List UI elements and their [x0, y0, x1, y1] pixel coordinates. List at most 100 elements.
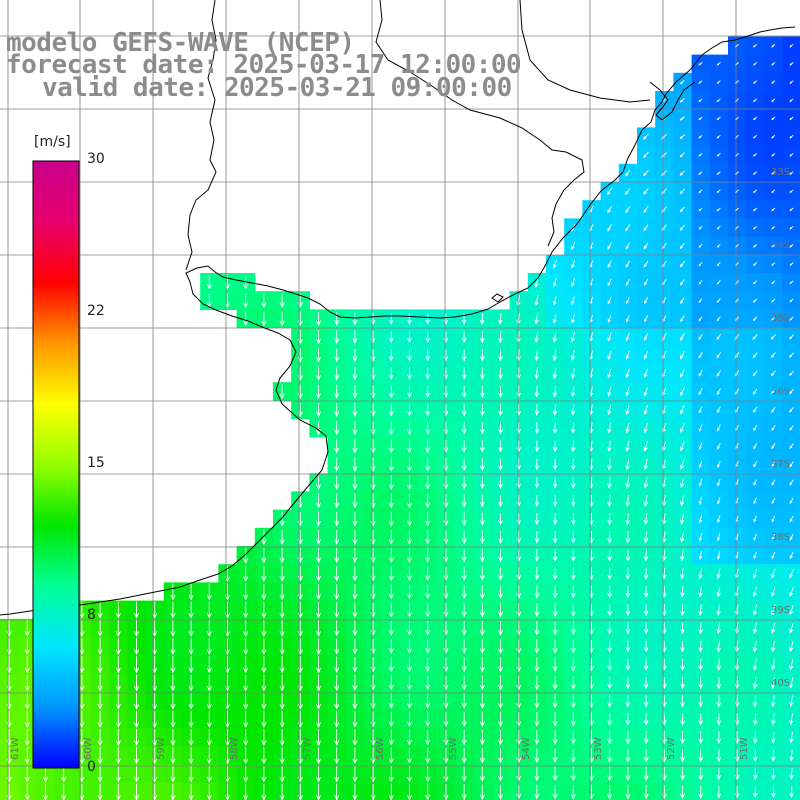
wind-arrow [643, 206, 649, 214]
wind-arrow [716, 298, 721, 303]
wind-arrow [625, 549, 631, 562]
wind-arrow [789, 207, 794, 212]
wind-arrow [643, 767, 649, 782]
wind-arrow [97, 656, 103, 674]
wind-arrow [607, 278, 612, 287]
wind-arrow [752, 658, 758, 671]
wind-arrow [771, 406, 776, 413]
wind-arrow [789, 479, 794, 486]
colorbar-tick-22: 22 [87, 303, 105, 319]
wind-arrow [679, 731, 686, 745]
wind-arrow [479, 711, 485, 728]
wind-arrow [789, 134, 794, 139]
wind-arrow [770, 731, 776, 744]
wind-arrow [243, 674, 249, 692]
wind-arrow [679, 767, 686, 781]
wind-arrow [752, 316, 758, 322]
wind-arrow [643, 513, 649, 526]
wind-arrow [443, 784, 449, 800]
longitude-label: 61W [10, 737, 21, 760]
wind-arrow [770, 713, 776, 726]
wind-arrow [789, 62, 794, 66]
wind-arrow [388, 511, 394, 527]
wind-arrow [552, 748, 558, 764]
wind-arrow [680, 297, 685, 304]
wind-arrow [679, 97, 685, 103]
wind-arrow [770, 604, 776, 616]
wind-arrow [716, 497, 721, 505]
wind-arrow [607, 676, 613, 690]
wind-arrow [406, 403, 413, 417]
wind-arrow [789, 244, 794, 248]
wind-arrow [334, 384, 340, 399]
wind-arrow [643, 604, 649, 617]
wind-arrow [315, 620, 322, 637]
wind-arrow [461, 385, 467, 399]
title-forecast-date: forecast date: 2025-03-17 12:00:00 [6, 50, 522, 80]
wind-arrow [498, 403, 503, 417]
wind-arrow [753, 134, 758, 139]
wind-arrow [771, 568, 776, 579]
wind-arrow [334, 475, 340, 491]
wind-arrow [698, 676, 704, 690]
wind-arrow [425, 729, 431, 746]
wind-arrow [79, 692, 85, 710]
wind-arrow [607, 458, 612, 471]
wind-arrow [479, 313, 485, 325]
wind-arrow [334, 765, 340, 783]
wind-arrow [315, 692, 322, 710]
wind-arrow [698, 442, 703, 451]
wind-arrow [698, 225, 703, 230]
wind-arrow [79, 710, 85, 728]
wind-arrow [607, 531, 613, 544]
wind-arrow [170, 710, 176, 728]
wind-arrow [771, 62, 776, 66]
wind-arrow [643, 731, 649, 745]
wind-arrow [753, 406, 758, 413]
wind-arrow [315, 493, 322, 509]
wind-arrow [334, 674, 340, 692]
wind-arrow [443, 530, 449, 545]
wind-arrow [753, 189, 758, 194]
wind-arrow [570, 657, 576, 672]
wind-arrow [79, 765, 85, 783]
wind-arrow [461, 729, 467, 746]
wind-arrow [334, 548, 340, 564]
wind-arrow [771, 225, 776, 230]
wind-arrow [679, 188, 686, 195]
wind-arrow [498, 531, 503, 544]
wind-arrow [552, 314, 557, 324]
wind-arrow [188, 638, 194, 656]
wind-arrow [625, 730, 631, 745]
wind-arrow [406, 511, 413, 527]
wind-arrow [498, 349, 503, 362]
wind-arrow [771, 316, 776, 321]
wind-arrow [79, 638, 85, 656]
wind-arrow [79, 619, 85, 637]
colorbar-tick-30: 30 [87, 151, 105, 167]
wind-arrow [570, 784, 576, 800]
wind-arrow [643, 549, 649, 562]
latitude-label: 39S [771, 605, 790, 616]
wind-arrow [607, 567, 613, 581]
wind-arrow [516, 476, 522, 489]
latitude-label: 38S [771, 532, 790, 543]
wind-arrow [479, 567, 485, 581]
wind-arrow [570, 730, 576, 745]
wind-arrow [516, 458, 522, 471]
wind-arrow [680, 586, 685, 598]
wind-arrow [570, 531, 576, 544]
wind-arrow [170, 765, 176, 783]
wind-arrow [133, 601, 140, 619]
wind-arrow [753, 62, 758, 66]
wind-arrow [461, 367, 467, 380]
wind-arrow [352, 729, 358, 746]
wind-arrow [443, 765, 449, 783]
wind-arrow [479, 476, 485, 490]
wind-arrow [789, 586, 794, 597]
wind-arrow [406, 566, 413, 582]
longitude-label: 56W [375, 737, 386, 760]
wind-arrow [443, 711, 449, 728]
wind-arrow [261, 565, 267, 582]
wind-arrow [698, 514, 703, 524]
